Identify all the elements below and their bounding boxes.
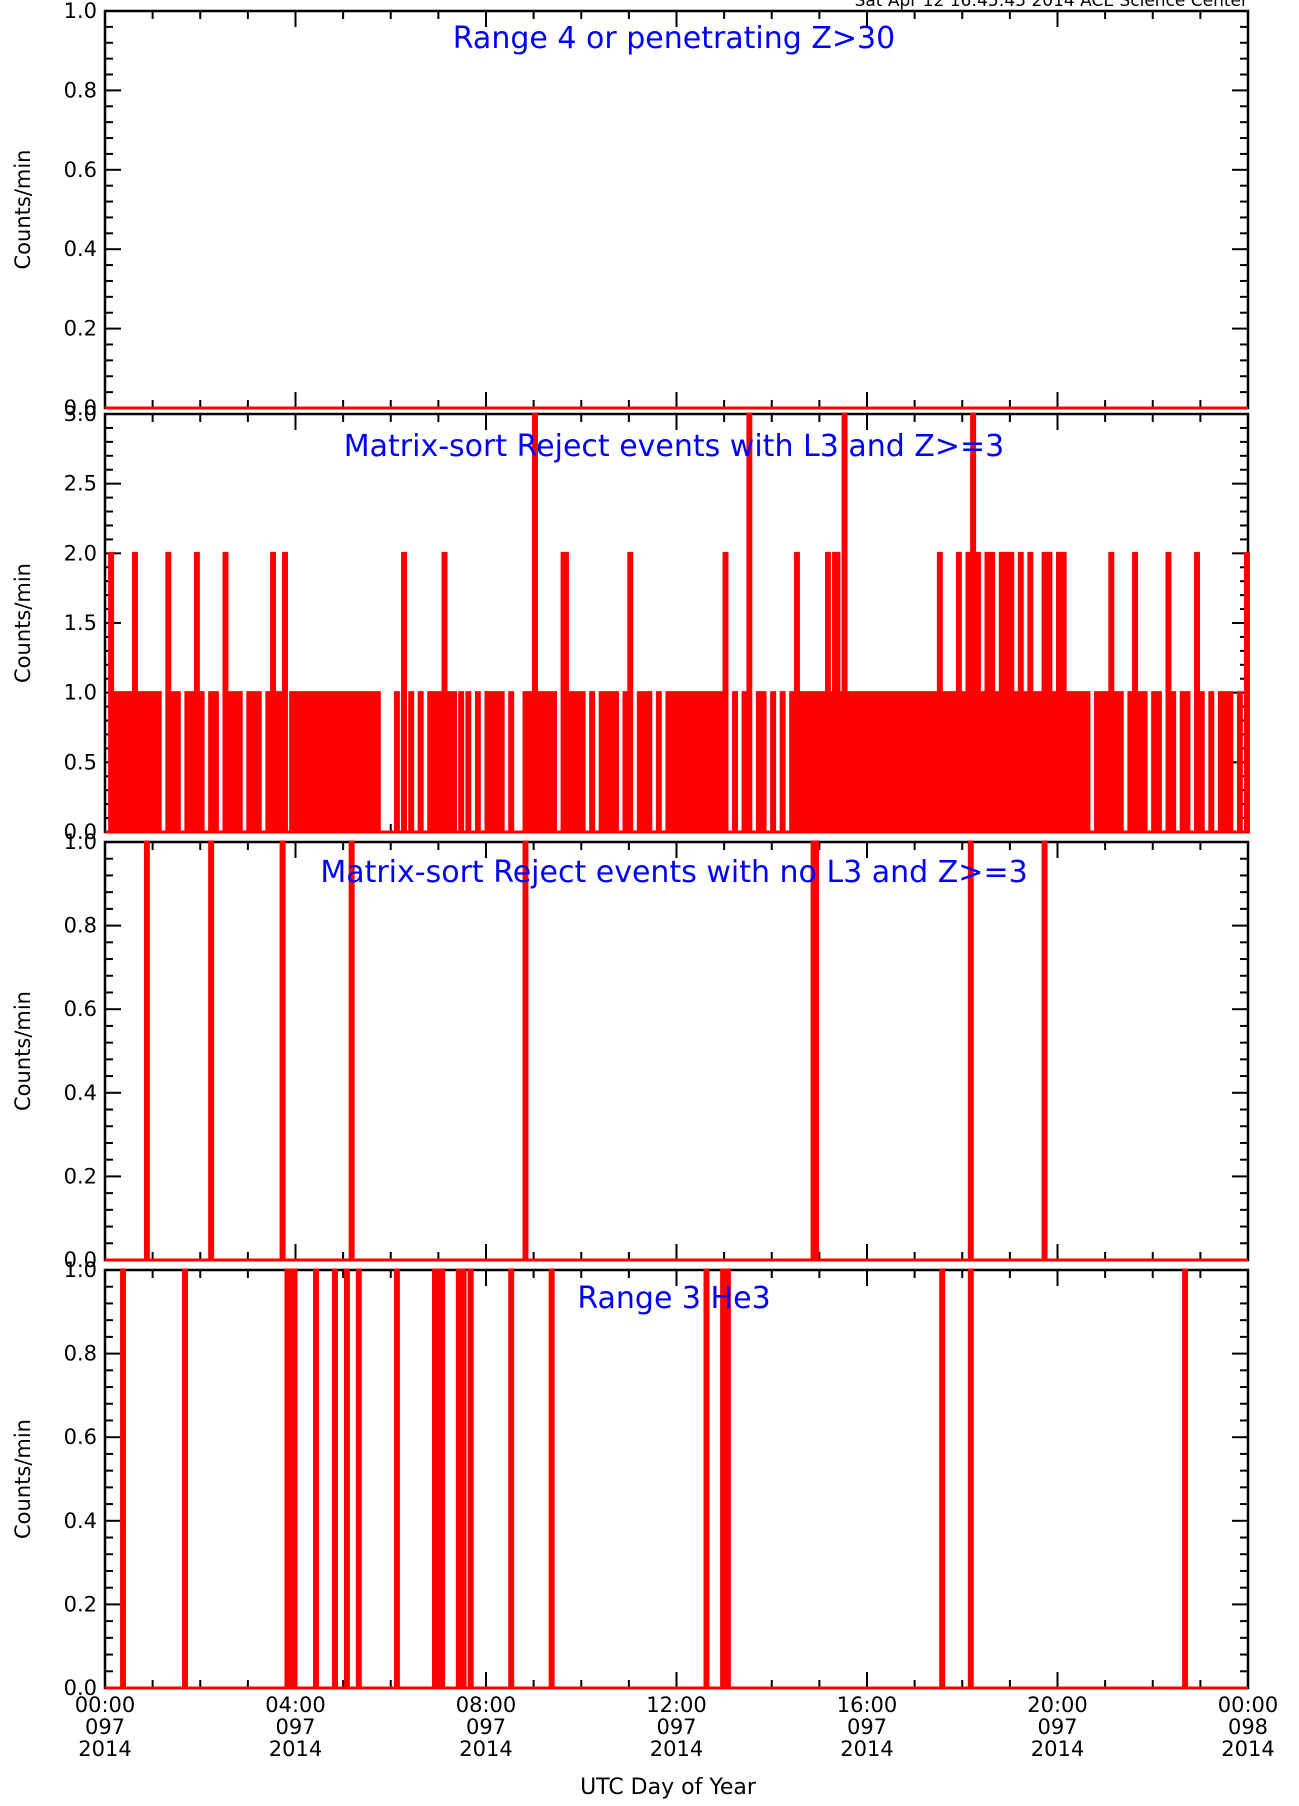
x-tick-label: 098 <box>1228 1715 1268 1739</box>
y-tick-label: 0.4 <box>64 1081 97 1105</box>
y-tick-label: 1.0 <box>64 681 97 705</box>
y-axis-label: Counts/min <box>11 991 35 1111</box>
y-tick-label: 2.5 <box>64 472 97 496</box>
panels-group: 0.0 0.2 0.4 0.6 0.8 1.0 Counts/min Range 4 or p… <box>11 0 1250 1700</box>
x-tick-label: 00:00 <box>1218 1693 1279 1717</box>
panel-2: 0.0 0.5 1.0 1.5 2.0 2.5 3.0 Counts/min Matrix-so… <box>11 402 1250 844</box>
y-tick-label: 0.8 <box>64 914 97 938</box>
y-tick-label: 1.0 <box>64 830 97 854</box>
plot-frame <box>103 840 1250 1262</box>
y-tick-label: 0.8 <box>64 1342 97 1366</box>
y-tick-label: 2.0 <box>64 541 97 565</box>
plot-frame <box>103 1268 1250 1690</box>
y-tick-label: 1.5 <box>64 611 97 635</box>
y-tick-label: 0.4 <box>64 237 97 261</box>
x-tick-label: 2014 <box>840 1737 893 1761</box>
header-timestamp: Sat Apr 12 16:45:45 2014 ACE Science Cen… <box>855 0 1248 11</box>
x-axis-group: 00:00097201404:00097201408:00097201412:0… <box>75 1693 1279 1761</box>
y-tick-label: 0.2 <box>64 1164 97 1188</box>
x-tick-label: 2014 <box>1031 1737 1084 1761</box>
y-tick-label: 0.0 <box>64 820 97 844</box>
x-tick-label: 04:00 <box>265 1693 326 1717</box>
x-tick-label: 12:00 <box>646 1693 707 1717</box>
y-axis-label: Counts/min <box>11 1419 35 1539</box>
y-tick-label: 0.5 <box>64 750 97 774</box>
panel-title: Range 3 He3 <box>577 1281 770 1316</box>
x-tick-label: 20:00 <box>1027 1693 1088 1717</box>
x-tick-label: 2014 <box>269 1737 322 1761</box>
y-tick-label: 0.4 <box>64 1509 97 1533</box>
y-tick-label: 0.6 <box>64 1425 97 1449</box>
data-trace <box>105 1268 1248 1690</box>
x-axis-label: UTC Day of Year <box>580 1775 757 1800</box>
y-tick-label: 3.0 <box>64 402 97 426</box>
y-tick-label: 0.0 <box>64 396 97 420</box>
x-tick-label: 097 <box>656 1715 696 1739</box>
y-tick-label: 0.8 <box>64 78 97 102</box>
y-tick-label: 0.6 <box>64 158 97 182</box>
panel-4: 0.0 0.2 0.4 0.6 0.8 1.0 Counts/min Range 3 He3 <box>11 1258 1250 1700</box>
x-tick-label: 097 <box>847 1715 887 1739</box>
x-tick-label: 097 <box>85 1715 125 1739</box>
y-tick-label: 0.6 <box>64 997 97 1021</box>
panel-3: 0.0 0.2 0.4 0.6 0.8 1.0 Counts/min Matrix-sort … <box>11 830 1250 1272</box>
y-axis-label: Counts/min <box>11 563 35 683</box>
x-tick-label: 2014 <box>78 1737 131 1761</box>
x-tick-label: 097 <box>466 1715 506 1739</box>
x-tick-label: 08:00 <box>456 1693 517 1717</box>
x-tick-label: 00:00 <box>75 1693 136 1717</box>
plot-frame <box>103 9 1250 410</box>
y-tick-label: 0.2 <box>64 1592 97 1616</box>
x-tick-label: 2014 <box>1221 1737 1274 1761</box>
data-trace <box>105 840 1248 1262</box>
panel-title: Matrix-sort Reject events with L3 and Z>… <box>344 429 1004 464</box>
panel-title: Matrix-sort Reject events with no L3 and… <box>320 855 1027 890</box>
x-tick-label: 097 <box>275 1715 315 1739</box>
panel-title: Range 4 or penetrating Z>30 <box>453 21 895 56</box>
x-tick-label: 2014 <box>459 1737 512 1761</box>
panel-1: 0.0 0.2 0.4 0.6 0.8 1.0 Counts/min Range 4 or p… <box>11 0 1250 420</box>
y-tick-label: 1.0 <box>64 1258 97 1282</box>
y-tick-label: 0.0 <box>64 1676 97 1700</box>
y-tick-label: 0.2 <box>64 317 97 341</box>
y-tick-label: 0.0 <box>64 1248 97 1272</box>
x-tick-label: 097 <box>1037 1715 1077 1739</box>
y-axis-label: Counts/min <box>11 150 35 270</box>
x-tick-label: 16:00 <box>837 1693 898 1717</box>
y-tick-label: 1.0 <box>64 0 97 23</box>
x-tick-label: 2014 <box>650 1737 703 1761</box>
